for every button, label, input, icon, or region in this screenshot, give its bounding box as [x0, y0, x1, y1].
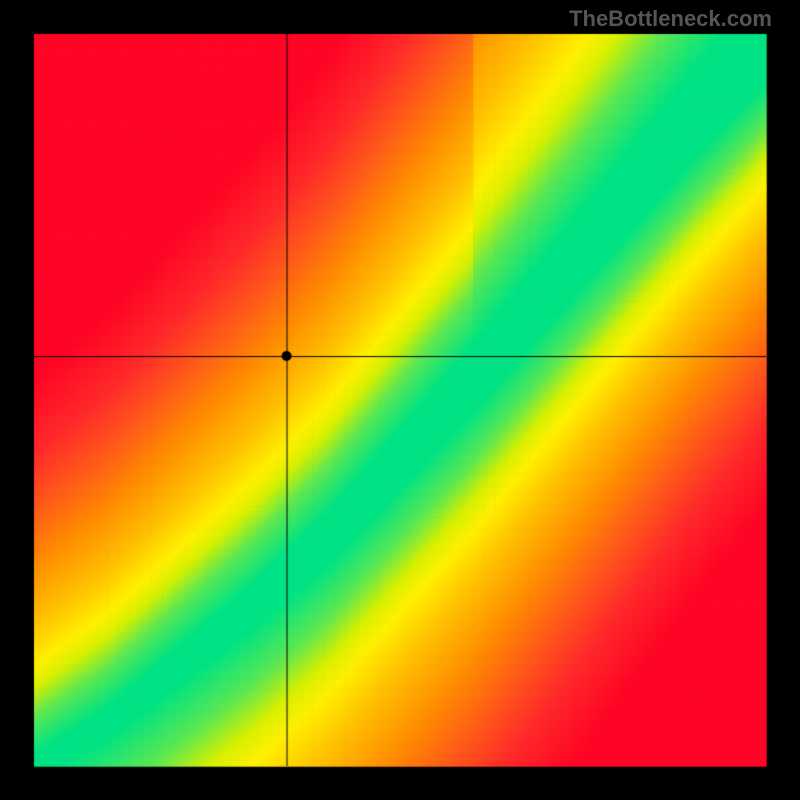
credit-label: TheBottleneck.com [569, 6, 772, 32]
chart-container: TheBottleneck.com [0, 0, 800, 800]
bottleneck-heatmap [0, 0, 800, 800]
